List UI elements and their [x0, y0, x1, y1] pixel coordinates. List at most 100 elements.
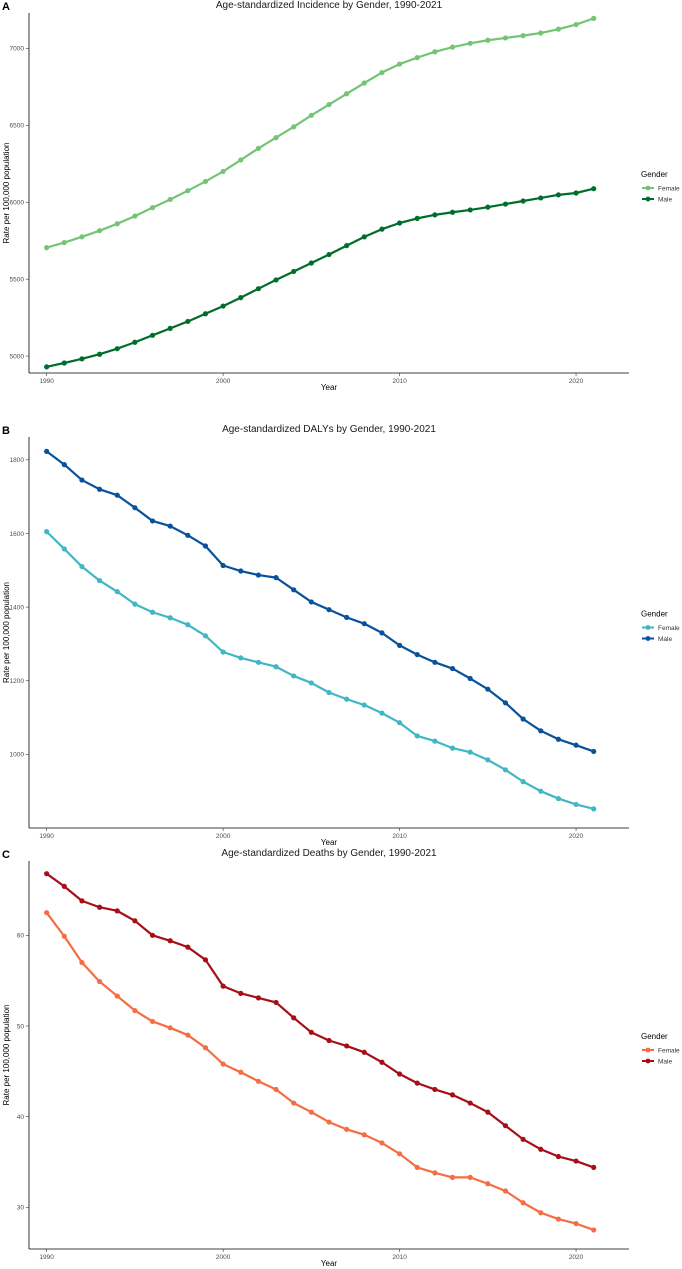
data-point-female: [449, 1174, 456, 1180]
data-point-female: [538, 1210, 544, 1216]
data-point-male: [344, 1043, 350, 1049]
x-tick-label: 2010: [392, 833, 407, 840]
data-point-female: [520, 33, 526, 39]
legend-label: Male: [658, 196, 672, 203]
data-point-male: [520, 1136, 526, 1142]
data-point-female: [432, 738, 438, 744]
data-point-male: [220, 562, 226, 569]
data-point-female: [167, 196, 173, 203]
data-point-male: [96, 904, 103, 910]
legend-label: Female: [658, 185, 680, 192]
data-point-female: [520, 1200, 526, 1206]
data-point-male: [132, 339, 138, 345]
chart-title: Age-standardized DALYs by Gender, 1990-2…: [222, 424, 436, 435]
data-point-male: [432, 659, 438, 665]
data-point-male: [149, 932, 156, 938]
data-point-female: [591, 15, 597, 21]
panel-letter: C: [2, 849, 10, 861]
data-point-male: [344, 614, 350, 621]
series-line-female: [45, 530, 594, 810]
legend-key-point: [645, 185, 651, 191]
legend-key-point: [645, 625, 651, 630]
data-point-female: [202, 1045, 209, 1051]
legend-title: Gender: [641, 170, 668, 179]
y-tick-label: 7000: [10, 46, 25, 53]
data-point-female: [591, 806, 597, 812]
data-point-female: [202, 633, 209, 639]
data-point-female: [114, 589, 120, 595]
data-point-female: [485, 37, 491, 43]
legend-title: Gender: [641, 610, 668, 619]
data-point-female: [167, 615, 173, 621]
data-point-male: [591, 748, 597, 755]
data-point-male: [61, 462, 67, 468]
data-point-female: [573, 1221, 579, 1227]
data-point-male: [238, 568, 244, 574]
x-tick-label: 2010: [392, 378, 407, 385]
data-point-male: [502, 1123, 509, 1129]
series-line-male: [46, 872, 595, 1169]
data-point-female: [114, 221, 120, 227]
data-point-male: [538, 728, 544, 734]
data-point-male: [379, 1059, 385, 1065]
x-tick-label: 2000: [216, 378, 231, 385]
data-point-female: [185, 1032, 191, 1038]
data-point-female: [344, 1126, 350, 1132]
data-point-female: [467, 40, 473, 46]
data-point-male: [149, 332, 156, 338]
data-point-female: [432, 49, 438, 55]
y-axis-label: Rate per 100,000 population: [2, 143, 11, 244]
data-point-male: [238, 295, 244, 301]
data-point-male: [273, 575, 279, 581]
data-point-male: [555, 736, 562, 742]
data-point-female: [238, 157, 244, 163]
panel-b: B Age-standardized DALYs by Gender, 1990-…: [2, 424, 680, 847]
data-point-male: [555, 1153, 562, 1160]
data-point-male: [414, 1080, 420, 1086]
data-point-female: [467, 1174, 473, 1180]
data-point-male: [308, 260, 314, 266]
data-point-male: [291, 1015, 297, 1021]
series-line-male: [45, 450, 595, 753]
data-point-male: [44, 448, 50, 454]
data-point-female: [361, 702, 367, 708]
data-point-male: [538, 195, 544, 201]
data-point-male: [361, 234, 367, 240]
data-point-male: [132, 505, 138, 511]
data-point-female: [291, 124, 297, 130]
data-point-male: [255, 572, 262, 578]
x-axis-label: Year: [321, 383, 338, 392]
data-point-male: [485, 204, 491, 210]
data-point-male: [326, 607, 332, 613]
data-point-female: [291, 673, 297, 679]
data-point-female: [591, 1227, 597, 1233]
data-point-male: [149, 518, 156, 524]
data-point-male: [167, 523, 173, 529]
x-tick-label: 1990: [39, 1254, 54, 1261]
data-point-male: [220, 983, 226, 989]
data-point-male: [273, 277, 279, 283]
data-point-male: [79, 356, 85, 362]
data-point-male: [114, 908, 120, 914]
panel-letter: B: [2, 425, 10, 437]
data-point-male: [432, 1086, 438, 1093]
data-point-female: [326, 689, 332, 696]
data-point-female: [573, 801, 579, 808]
x-tick-label: 2000: [216, 1254, 231, 1261]
data-point-female: [396, 61, 403, 67]
data-point-female: [379, 1140, 385, 1146]
data-point-male: [361, 621, 367, 627]
data-point-female: [449, 44, 456, 50]
data-point-female: [344, 696, 350, 702]
data-point-male: [167, 325, 173, 331]
y-tick-label: 1200: [10, 678, 25, 685]
data-point-female: [238, 1069, 244, 1075]
data-point-male: [467, 1100, 473, 1106]
data-point-male: [520, 198, 526, 204]
y-tick-label: 5500: [10, 276, 25, 283]
data-point-male: [185, 318, 191, 325]
data-point-female: [414, 733, 420, 739]
data-point-female: [344, 91, 350, 97]
